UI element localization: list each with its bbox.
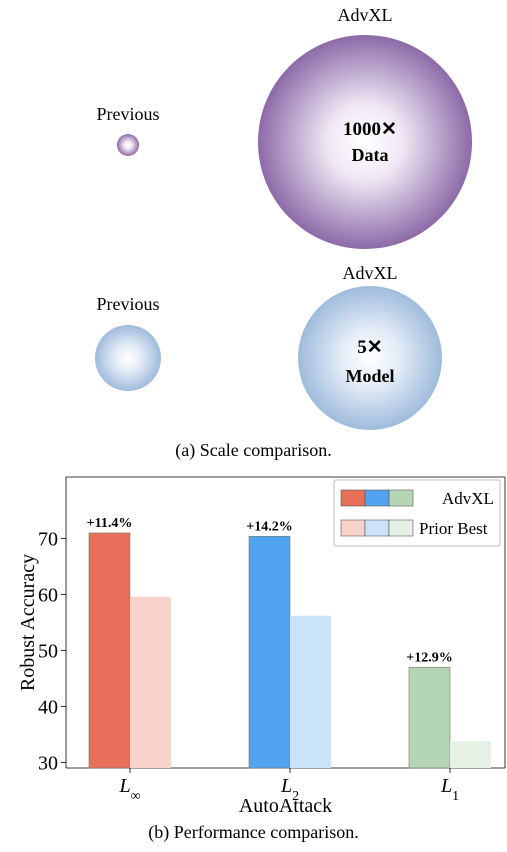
data-dimension: Data: [351, 145, 389, 165]
performance-chart: 30 40 50 60 70 Robust Accuracy +11.4% L∞ +14.2% L…: [17, 476, 506, 816]
prior-best-legend-swatch: [340, 519, 366, 537]
gain-annotation-3: +12.9%: [406, 650, 452, 665]
advxl-data-label: AdvXL: [337, 5, 393, 25]
x-tick-label-3: L1: [440, 775, 459, 804]
previous-model-label: Previous: [96, 294, 160, 314]
performance-caption: (b) Performance comparison.: [148, 822, 359, 842]
y-tick-label: 50: [38, 640, 58, 662]
gain-annotation-2: +14.2%: [246, 519, 292, 534]
y-tick-label: 70: [38, 529, 58, 551]
model-factor: 5✕: [357, 337, 383, 358]
scale-circles: [95, 35, 472, 430]
y-tick-label: 40: [38, 696, 58, 718]
advxl-legend-swatch: [364, 489, 390, 507]
data-factor: 1000✕: [343, 119, 397, 140]
advxl-data-circle: [258, 35, 472, 249]
y-tick-label: 30: [38, 752, 58, 774]
advxl-model-circle: [298, 286, 442, 430]
model-dimension: Model: [345, 366, 395, 386]
advxl-legend-swatch: [388, 489, 414, 507]
scale-caption: (a) Scale comparison.: [175, 440, 332, 460]
y-tick-label: 60: [38, 585, 58, 607]
legend-label-prior-best: Prior Best: [419, 519, 488, 538]
previous-data-label: Previous: [96, 104, 160, 124]
legend-label-advxl: AdvXL: [442, 489, 494, 508]
x-tick-label-1: L∞: [118, 775, 140, 804]
advxl-model-label: AdvXL: [342, 263, 398, 283]
prior-best-bar-1: [130, 596, 171, 768]
advxl-legend-swatch: [340, 489, 366, 507]
prior-best-bar-2: [290, 615, 331, 768]
previous-model-circle: [95, 325, 161, 391]
prior-best-legend-swatch: [364, 519, 390, 537]
x-axis-label: AutoAttack: [239, 795, 332, 816]
previous-data-circle: [117, 134, 139, 156]
advxl-bar-1: [88, 532, 131, 769]
advxl-bar-3: [408, 666, 451, 769]
x-tick-label-2: L2: [280, 775, 299, 804]
prior-best-bar-3: [450, 741, 491, 768]
y-axis-label: Robust Accuracy: [17, 554, 39, 691]
advxl-bar-2: [248, 536, 291, 769]
prior-best-legend-swatch: [388, 519, 414, 537]
gain-annotation-1: +11.4%: [87, 516, 133, 531]
